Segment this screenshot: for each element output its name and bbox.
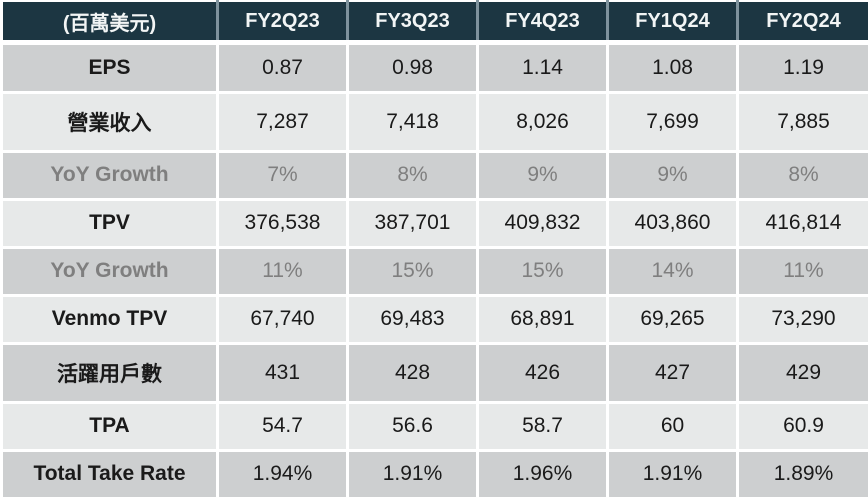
table-row-active-accounts: 活躍用戶數 431 428 426 427 429	[0, 342, 868, 404]
cell-value: 7%	[216, 149, 349, 201]
col-header-fy2q24: FY2Q24	[736, 0, 868, 45]
cell-value: 11%	[216, 245, 349, 297]
cell-value: 1.94%	[216, 448, 349, 500]
cell-value: 15%	[346, 245, 479, 297]
cell-value: 426	[476, 342, 609, 404]
cell-value: 0.98	[346, 41, 479, 94]
row-label: 營業收入	[0, 90, 219, 153]
cell-value: 9%	[476, 149, 609, 201]
table-row-tpv: TPV 376,538 387,701 409,832 403,860 416,…	[0, 197, 868, 249]
row-label: 活躍用戶數	[0, 342, 219, 404]
cell-value: 11%	[736, 245, 868, 297]
cell-value: 7,885	[736, 90, 868, 153]
col-header-fy2q23: FY2Q23	[216, 0, 349, 45]
cell-value: 7,418	[346, 90, 479, 153]
cell-value: 7,287	[216, 90, 349, 153]
row-label: YoY Growth	[0, 149, 219, 201]
cell-value: 428	[346, 342, 479, 404]
cell-value: 1.14	[476, 41, 609, 94]
cell-value: 68,891	[476, 293, 609, 346]
table-row-eps: EPS 0.87 0.98 1.14 1.08 1.19	[0, 41, 868, 94]
cell-value: 60	[606, 400, 739, 452]
cell-value: 14%	[606, 245, 739, 297]
cell-value: 1.08	[606, 41, 739, 94]
row-label: EPS	[0, 41, 219, 94]
cell-value: 1.96%	[476, 448, 609, 500]
header-row: (百萬美元) FY2Q23 FY3Q23 FY4Q23 FY1Q24 FY2Q2…	[0, 0, 868, 45]
table-row-tpa: TPA 54.7 56.6 58.7 60 60.9	[0, 400, 868, 452]
row-label: TPV	[0, 197, 219, 249]
cell-value: 58.7	[476, 400, 609, 452]
table-row-revenue-yoy-growth: YoY Growth 7% 8% 9% 9% 8%	[0, 149, 868, 201]
table-row-revenue: 營業收入 7,287 7,418 8,026 7,699 7,885	[0, 90, 868, 153]
table-row-tpv-yoy-growth: YoY Growth 11% 15% 15% 14% 11%	[0, 245, 868, 297]
col-header-fy3q23: FY3Q23	[346, 0, 479, 45]
cell-value: 8%	[736, 149, 868, 201]
col-header-fy1q24: FY1Q24	[606, 0, 739, 45]
cell-value: 69,483	[346, 293, 479, 346]
cell-value: 409,832	[476, 197, 609, 249]
cell-value: 69,265	[606, 293, 739, 346]
cell-value: 8,026	[476, 90, 609, 153]
cell-value: 1.91%	[346, 448, 479, 500]
cell-value: 9%	[606, 149, 739, 201]
row-label: YoY Growth	[0, 245, 219, 297]
row-label: Total Take Rate	[0, 448, 219, 500]
cell-value: 429	[736, 342, 868, 404]
row-label: Venmo TPV	[0, 293, 219, 346]
unit-label-header: (百萬美元)	[0, 0, 219, 45]
cell-value: 427	[606, 342, 739, 404]
cell-value: 15%	[476, 245, 609, 297]
table-row-total-take-rate: Total Take Rate 1.94% 1.91% 1.96% 1.91% …	[0, 448, 868, 500]
cell-value: 7,699	[606, 90, 739, 153]
col-header-fy4q23: FY4Q23	[476, 0, 609, 45]
cell-value: 60.9	[736, 400, 868, 452]
cell-value: 67,740	[216, 293, 349, 346]
cell-value: 376,538	[216, 197, 349, 249]
cell-value: 387,701	[346, 197, 479, 249]
row-label: TPA	[0, 400, 219, 452]
cell-value: 56.6	[346, 400, 479, 452]
cell-value: 416,814	[736, 197, 868, 249]
cell-value: 73,290	[736, 293, 868, 346]
cell-value: 403,860	[606, 197, 739, 249]
cell-value: 1.89%	[736, 448, 868, 500]
cell-value: 8%	[346, 149, 479, 201]
cell-value: 1.19	[736, 41, 868, 94]
cell-value: 0.87	[216, 41, 349, 94]
cell-value: 54.7	[216, 400, 349, 452]
cell-value: 431	[216, 342, 349, 404]
cell-value: 1.91%	[606, 448, 739, 500]
table-row-venmo-tpv: Venmo TPV 67,740 69,483 68,891 69,265 73…	[0, 293, 868, 346]
